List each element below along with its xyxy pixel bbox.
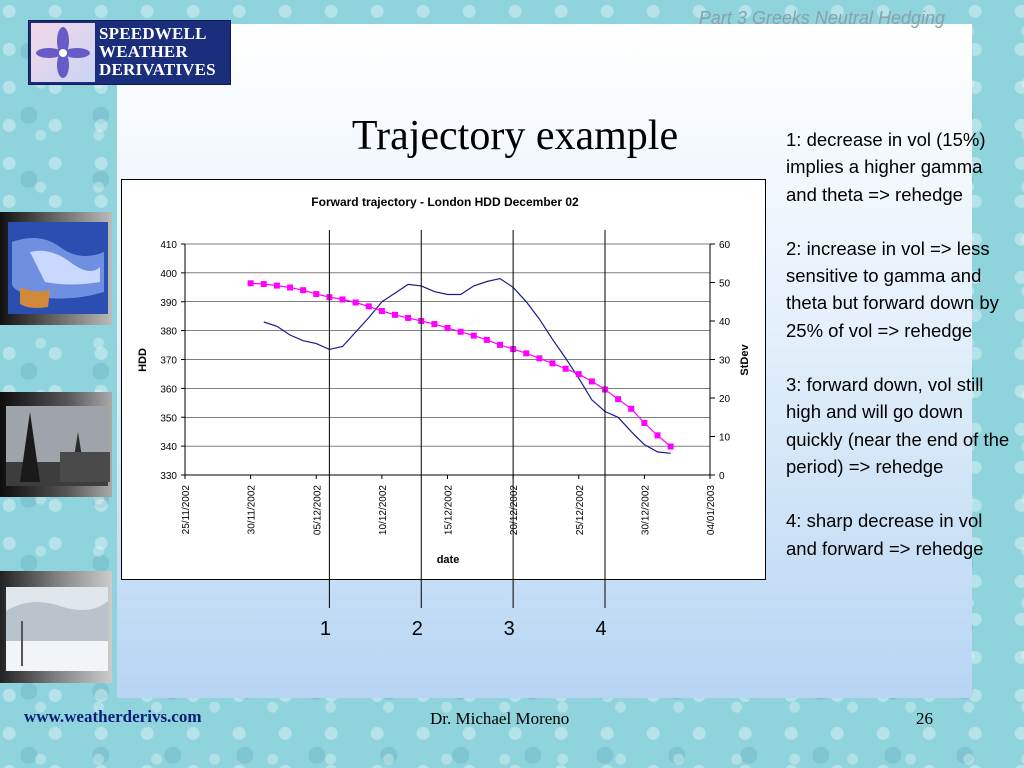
stdev-point xyxy=(405,314,412,321)
rehedge-marker-label: 4 xyxy=(595,618,606,640)
section-title: Part 3 Greeks Neutral Hedging xyxy=(698,8,945,28)
stdev-point xyxy=(483,336,490,343)
y-tick-label: 340 xyxy=(160,442,177,453)
stdev-series-line xyxy=(250,282,671,447)
x-axis-label: date xyxy=(437,554,460,566)
y-tick-label: 330 xyxy=(160,471,177,482)
stdev-point xyxy=(378,307,385,314)
stdev-point xyxy=(536,355,543,362)
snow-landscape-photo xyxy=(0,571,112,683)
y2-axis-label: StDev xyxy=(739,344,751,376)
y2-tick-label: 20 xyxy=(719,394,731,405)
stdev-point xyxy=(287,284,293,291)
note-item: 2: increase in vol => less sensitive to … xyxy=(786,237,999,341)
stdev-point xyxy=(575,371,582,378)
y2-tick-label: 30 xyxy=(719,356,731,367)
note-item: 3: forward down, vol still high and will… xyxy=(786,374,1010,477)
y-tick-label: 400 xyxy=(160,269,177,280)
tick-labels: 330 340 350 360 370 380 390 400 410 0 10 20 30 40 50 60… xyxy=(160,240,730,535)
company-logo: SPEEDWELL WEATHER DERIVATIVES xyxy=(28,20,231,85)
flower-logo-icon xyxy=(31,23,95,82)
stdev-point xyxy=(667,443,674,450)
grid-lines xyxy=(185,243,710,476)
slide-title: Trajectory example xyxy=(351,113,679,159)
axes xyxy=(181,243,715,479)
forest-photo xyxy=(0,392,112,497)
chart-title: Forward trajectory - London HDD December… xyxy=(311,195,579,209)
footer-website-link[interactable]: www.weatherderivs.com xyxy=(24,707,202,726)
data-series xyxy=(247,277,674,454)
stdev-point xyxy=(247,280,254,287)
x-tick-label: 25/12/2002 xyxy=(575,485,586,535)
stdev-point xyxy=(562,365,569,372)
page-number: 26 xyxy=(916,709,933,728)
x-tick-label: 30/12/2002 xyxy=(640,485,651,535)
x-tick-label: 20/12/2002 xyxy=(509,485,520,535)
stdev-point xyxy=(549,360,556,367)
x-tick-label: 10/12/2002 xyxy=(378,485,389,535)
stdev-point xyxy=(313,291,320,298)
stdev-point xyxy=(588,378,595,385)
hdd-series-line xyxy=(263,277,671,454)
stdev-point xyxy=(365,303,372,310)
stdev-point xyxy=(523,350,530,357)
y-tick-label: 410 xyxy=(160,240,177,251)
stdev-point xyxy=(641,420,648,427)
stdev-point xyxy=(339,296,346,303)
chart-container xyxy=(121,179,766,580)
notes-panel: 1: decrease in vol (15%) implies a highe… xyxy=(786,126,1012,589)
stdev-point xyxy=(300,287,307,294)
stdev-point xyxy=(457,328,464,335)
weather-map-photo xyxy=(0,212,112,325)
rehedge-marker-label: 1 xyxy=(320,618,331,640)
stdev-point xyxy=(260,281,267,288)
stdev-point xyxy=(628,405,635,412)
stdev-point xyxy=(273,282,280,289)
logo-text: SPEEDWELL WEATHER DERIVATIVES xyxy=(99,24,216,79)
rehedge-marker-label: 3 xyxy=(504,618,515,640)
y2-tick-label: 10 xyxy=(719,433,731,444)
stdev-point xyxy=(444,324,451,331)
x-tick-label: 05/12/2002 xyxy=(312,485,323,535)
y-tick-label: 380 xyxy=(160,327,177,338)
stdev-point xyxy=(615,396,622,403)
stdev-point xyxy=(392,311,398,318)
y2-tick-label: 60 xyxy=(719,240,731,251)
rehedge-markers: 1 2 3 4 xyxy=(320,230,607,640)
stdev-point xyxy=(654,432,661,439)
y-tick-label: 370 xyxy=(160,356,177,367)
note-item: 1: decrease in vol (15%) implies a highe… xyxy=(786,129,986,205)
y-tick-label: 360 xyxy=(160,384,177,395)
x-tick-label: 25/11/2002 xyxy=(181,485,192,535)
stdev-point xyxy=(352,299,359,306)
stdev-point xyxy=(470,332,477,339)
rehedge-marker-label: 2 xyxy=(412,618,423,640)
stdev-point xyxy=(431,321,438,328)
note-item: 4: sharp decrease in vol and forward => … xyxy=(786,510,984,559)
y-axis-label: HDD xyxy=(137,348,149,372)
y2-tick-label: 0 xyxy=(719,471,725,482)
footer-author: Dr. Michael Moreno xyxy=(430,709,570,728)
x-tick-label: 30/11/2002 xyxy=(247,485,258,535)
x-tick-label: 15/12/2002 xyxy=(444,485,455,535)
y2-tick-label: 40 xyxy=(719,317,731,328)
y-tick-label: 390 xyxy=(160,298,177,309)
x-tick-label: 04/01/2003 xyxy=(706,485,717,535)
y2-tick-label: 50 xyxy=(719,279,731,290)
stdev-point xyxy=(497,341,503,348)
y-tick-label: 350 xyxy=(160,413,177,424)
